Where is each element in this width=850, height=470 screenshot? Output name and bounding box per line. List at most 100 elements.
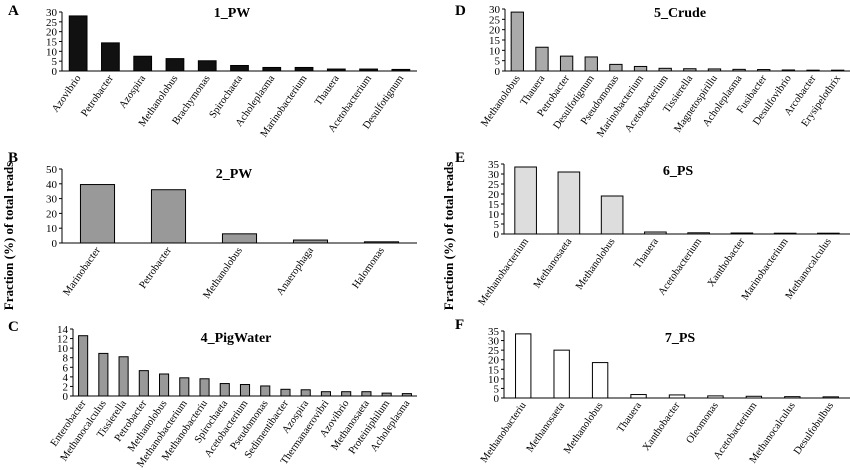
y-tick-label: 4 [63, 372, 69, 384]
y-tick-label: 10 [57, 343, 69, 355]
y-tick-label: 0 [52, 66, 58, 78]
x-tick-label: Halomonas [351, 245, 387, 290]
bar-methanocalculus [784, 396, 801, 399]
x-tick-label: Methanolobus [562, 400, 605, 456]
y-tick-label: 20 [489, 25, 501, 37]
x-tick-label: Thauera [632, 236, 661, 271]
bar-arcobacter [806, 69, 820, 72]
y-tick-label: 2 [63, 381, 69, 393]
bar-acetobacterium [658, 67, 672, 72]
bar-methanobacterium [514, 166, 537, 235]
x-tick-label: Methanobacterium [477, 236, 532, 307]
panel-letter: D [455, 3, 466, 19]
y-tick-label: 30 [46, 194, 58, 206]
y-tick-label: 25 [488, 179, 500, 191]
bar-methanolobus [159, 373, 170, 397]
y-tick-label: 5 [495, 56, 501, 68]
bar-methanolobus [165, 58, 185, 72]
x-tick-label: Azovibrio [50, 73, 83, 114]
panel-letter: A [8, 3, 19, 19]
bar-methanolobus [510, 11, 524, 72]
panel-letter: F [455, 317, 464, 333]
bar-acholeplasma [401, 393, 412, 397]
bar-methanobacteriu [515, 333, 532, 399]
y-tick-label: 50 [46, 164, 58, 176]
x-tick-label: Methanolobus [201, 245, 244, 301]
y-tick-label: 10 [46, 223, 58, 235]
y-tick-label: 20 [488, 189, 500, 201]
x-tick-label: Methanosaeta [525, 400, 568, 454]
bar-methanolobus [600, 195, 624, 235]
bar-thauera [644, 231, 667, 235]
bar-petrobacter [138, 370, 149, 397]
y-tick-label: 0 [495, 66, 501, 78]
bar-pseudomonas [609, 63, 623, 72]
y-tick-label: 25 [46, 17, 58, 29]
y-tick-label: 35 [488, 326, 500, 338]
y-tick-label: 10 [489, 45, 501, 57]
bar-desulfotignum [584, 56, 598, 72]
bar-methanosaeta [361, 391, 372, 397]
bar-magnetospirillu [707, 68, 722, 72]
bar-thermanaerovibri [320, 391, 331, 397]
x-tick-label: Desulfobulbus [792, 400, 836, 456]
y-tick-label: 10 [488, 374, 500, 386]
bar-azovibrio [341, 391, 352, 397]
chart-title: 4_PigWater [201, 331, 272, 346]
bar-erysipelothrix [831, 69, 845, 72]
chart-title: 2_PW [216, 167, 253, 182]
x-tick-label: Methanosaeta [532, 236, 575, 290]
chart-title: 6_PS [663, 164, 694, 179]
panel-letter: B [8, 150, 18, 166]
bar-marinobacter [79, 184, 116, 244]
y-tick-label: 30 [46, 7, 58, 19]
bar-petrobacter [150, 189, 187, 244]
x-tick-label: Azospira [117, 73, 148, 111]
chart-panel-D: D 5_Crude051015202530MethanolobusThaueraP… [455, 3, 850, 139]
x-tick-label: Methanocalculus [784, 236, 834, 301]
bar-azospira [300, 389, 311, 397]
bar-enterobacter [78, 335, 89, 397]
y-tick-label: 6 [63, 362, 69, 374]
bar-desulfotignum [391, 68, 411, 72]
y-tick-label: 30 [488, 169, 500, 181]
bar-desulfovibrio [781, 69, 796, 72]
bar-petrobacter [101, 42, 120, 72]
y-tick-label: 25 [489, 14, 501, 26]
chart-title: 7_PS [665, 331, 696, 346]
x-tick-label: Methanolobus [574, 236, 617, 292]
chart-panel-B: B 2_PW 0 10 20 30 40 50 Marinobacter Petrobacter M… [8, 150, 417, 301]
bar-methanocalculus [817, 232, 840, 235]
bar-acetobacterium [239, 384, 251, 397]
y-tick-label: 15 [489, 35, 501, 47]
x-tick-label: Xanthobacter [706, 236, 748, 289]
bar-azospira [133, 55, 153, 72]
y-tick-label: 8 [63, 353, 69, 365]
bar-thauera [630, 394, 647, 399]
bar-tissierella [118, 356, 129, 397]
y-tick-label: 5 [494, 219, 500, 231]
x-tick-label: Marinobacter [62, 245, 104, 298]
x-tick-label: Thauera [313, 73, 342, 108]
y-axis-label-left: Fraction (%) of total reads [1, 162, 16, 311]
y-axis-label-right: Fraction (%) of total reads [441, 162, 456, 311]
bar-marinobacterium [633, 65, 648, 72]
y-tick-label: 10 [488, 209, 500, 221]
bar-methanocalculus [98, 352, 109, 397]
y-tick-label: 15 [488, 364, 500, 376]
y-tick-label: 14 [57, 324, 69, 336]
bar-methanosaeta [557, 171, 581, 235]
chart-panel-F: F7_PS05101520253035MethanobacteriuMethan… [455, 317, 850, 465]
bar-methanolobus [591, 362, 609, 399]
y-tick-label: 0 [494, 393, 500, 405]
bar-acetobacterium [359, 68, 378, 72]
y-tick-label: 10 [46, 46, 58, 58]
x-tick-label: Methanobacteriu [479, 400, 529, 465]
x-tick-label: Anaerophaga [275, 245, 316, 297]
bar-thauera [535, 46, 549, 72]
bar-acetobacterium [687, 232, 710, 235]
y-tick-label: 40 [46, 179, 58, 191]
bar-fusibacter [757, 69, 771, 72]
